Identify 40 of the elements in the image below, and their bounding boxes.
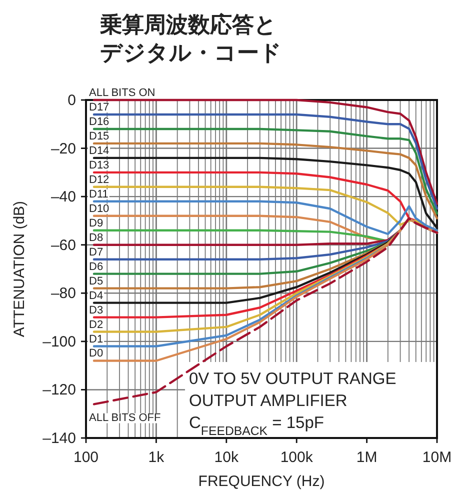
y-axis-title: ATTENUATION (dB) <box>11 200 28 338</box>
series-label: D10 <box>89 202 110 215</box>
x-tick-label: 1M <box>356 449 378 466</box>
x-tick-label: 100 <box>73 449 99 466</box>
series-label: D8 <box>89 232 104 244</box>
series-label: D2 <box>89 318 104 331</box>
series-label: ALL BITS OFF <box>89 412 161 424</box>
series-label: D4 <box>89 290 104 302</box>
series-label: D3 <box>89 304 104 316</box>
y-tick-label: –40 <box>50 188 76 206</box>
series-label: D16 <box>89 116 110 128</box>
series-label: D9 <box>89 217 104 230</box>
annotation: C$_{FEEDBACK}$ = 15pF <box>189 414 324 438</box>
series-label: D14 <box>89 144 110 157</box>
series-label: D6 <box>89 260 104 273</box>
series-label: D11 <box>89 188 108 200</box>
series-label: D5 <box>89 275 104 288</box>
y-tick-label: –80 <box>50 285 76 302</box>
y-tick-label: 0 <box>68 92 76 109</box>
y-tick-label: –120 <box>42 382 76 399</box>
series-label: D13 <box>89 159 110 172</box>
annotation: OUTPUT AMPLIFIER <box>189 392 348 410</box>
x-tick-label: 100k <box>280 449 314 466</box>
y-tick-label: –20 <box>50 140 76 158</box>
x-tick-label: 1k <box>148 449 165 466</box>
x-tick-label: 10k <box>214 449 239 466</box>
x-axis-title: FREQUENCY (Hz) <box>198 473 325 490</box>
annotation: 0V TO 5V OUTPUT RANGE <box>189 370 396 388</box>
y-tick-label: –140 <box>42 430 76 447</box>
series-label: D1 <box>89 333 104 346</box>
series-label: ALL BITS ON <box>89 87 156 99</box>
series-label: D15 <box>89 130 110 142</box>
series-label: D7 <box>89 246 104 258</box>
y-tick-label: –100 <box>42 333 76 350</box>
y-tick-label: –60 <box>50 236 76 254</box>
series-label: D0 <box>89 348 104 360</box>
series-label: D17 <box>89 101 110 114</box>
x-tick-label: 10M <box>422 449 452 466</box>
series-label: D12 <box>89 174 110 186</box>
chart-title: 乗算周波数応答とデジタル・コード <box>99 12 282 65</box>
